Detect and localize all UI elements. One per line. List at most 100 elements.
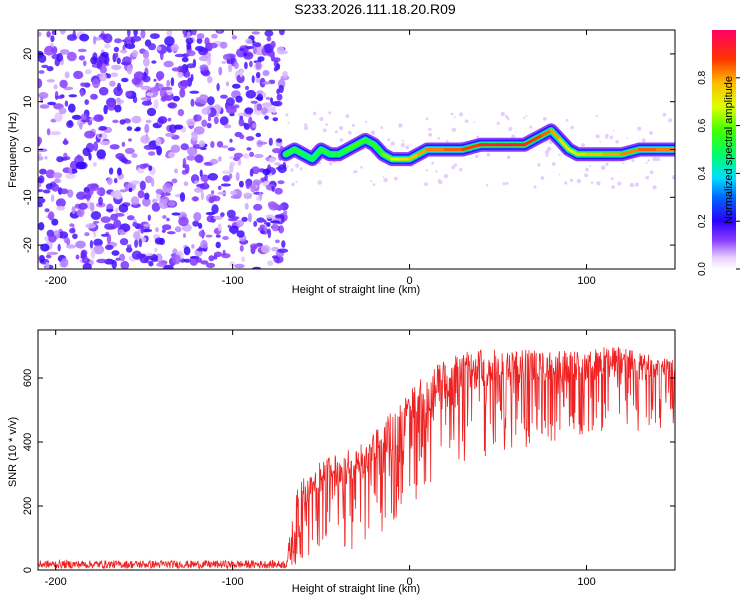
noise-blob [265, 96, 271, 100]
noise-speckle [287, 121, 290, 124]
noise-blob [114, 38, 122, 44]
noise-blob [51, 183, 60, 192]
noise-blob [131, 180, 141, 185]
ridge-segment [408, 152, 420, 161]
noise-blob [99, 140, 111, 146]
noise-blob [106, 233, 112, 244]
noise-speckle [303, 125, 309, 131]
noise-blob [249, 151, 255, 158]
ridge-segment [531, 133, 544, 142]
noise-speckle [428, 127, 432, 131]
noise-blob [191, 30, 197, 36]
noise-blob [237, 112, 245, 118]
noise-blob [241, 216, 248, 222]
noise-speckle [360, 166, 363, 169]
y-tick-label: 600 [22, 369, 34, 387]
noise-speckle [486, 152, 491, 157]
noise-speckle [398, 123, 403, 128]
noise-blob [231, 228, 237, 235]
noise-blob [90, 248, 96, 259]
colorbar-ticks: 0.0 0.2 0.4 0.6 0.8 [697, 70, 740, 276]
noise-blob [99, 72, 107, 82]
noise-blob [200, 239, 208, 250]
noise-blob [194, 180, 199, 184]
noise-blob [161, 224, 172, 231]
noise-blob [186, 63, 196, 69]
noise-blob [119, 189, 128, 193]
spectrogram-ridge-layer [278, 123, 675, 167]
noise-blob [82, 147, 91, 157]
noise-blob [99, 65, 107, 74]
noise-speckle [428, 132, 432, 137]
noise-blob [75, 240, 86, 249]
noise-blob [59, 79, 68, 89]
noise-speckle [529, 125, 533, 129]
noise-blob [96, 149, 106, 160]
noise-blob [150, 177, 155, 187]
noise-blob [38, 188, 44, 193]
noise-blob [211, 204, 219, 215]
noise-blob [90, 93, 98, 100]
noise-speckle [313, 111, 317, 116]
noise-speckle [339, 138, 344, 143]
noise-blob [131, 77, 141, 85]
noise-blob [267, 260, 274, 267]
noise-blob [38, 78, 43, 89]
noise-speckle [596, 181, 601, 186]
x-tick-label: 100 [577, 576, 595, 588]
noise-blob [245, 38, 253, 45]
noise-blob [127, 30, 131, 37]
y-tick-label: 400 [22, 433, 34, 451]
noise-blob [146, 107, 157, 117]
noise-blob [233, 263, 245, 269]
noise-blob [205, 211, 215, 216]
noise-blob [106, 208, 114, 212]
noise-speckle [351, 123, 355, 127]
noise-blob [277, 248, 289, 253]
noise-blob [84, 69, 92, 75]
noise-speckle [370, 180, 373, 183]
noise-blob [200, 260, 209, 265]
noise-blob [241, 256, 246, 263]
noise-blob [124, 147, 135, 155]
noise-blob [38, 152, 42, 157]
noise-blob [281, 240, 286, 248]
noise-blob [207, 115, 212, 122]
x-tick-label: 100 [577, 275, 595, 287]
noise-blob [39, 168, 47, 175]
noise-blob [47, 101, 56, 106]
snr-x-ticks: -200 -100 0 100 [45, 330, 596, 588]
noise-blob [239, 47, 245, 52]
noise-blob [174, 168, 178, 174]
noise-blob [139, 163, 148, 169]
colorbar: 0.0 0.2 0.4 0.6 0.8 Normalized spectral ampl… [697, 30, 740, 276]
noise-blob [131, 115, 142, 124]
noise-blob [119, 238, 129, 246]
noise-blob [218, 156, 222, 162]
noise-blob [194, 154, 204, 163]
noise-blob [203, 181, 208, 186]
noise-blob [66, 51, 77, 62]
noise-blob [244, 107, 254, 115]
noise-blob [110, 190, 117, 198]
noise-blob [186, 50, 196, 57]
spectrogram-y-axis-label: Frequency (Hz) [7, 112, 19, 188]
ridge-segment [337, 148, 350, 156]
noise-blob [282, 71, 288, 79]
noise-blob [222, 170, 232, 175]
noise-blob [100, 216, 111, 224]
noise-speckle [505, 115, 509, 119]
noise-speckle [631, 159, 635, 163]
noise-blob [96, 190, 102, 195]
noise-blob [85, 191, 91, 201]
noise-blob [97, 132, 108, 140]
noise-blob [197, 222, 203, 229]
noise-blob [163, 60, 174, 68]
noise-blob [220, 183, 231, 187]
noise-blob [245, 136, 255, 141]
noise-speckle [387, 138, 391, 142]
ridge-segment [372, 143, 385, 156]
noise-blob [66, 120, 74, 128]
noise-blob [245, 180, 251, 190]
noise-speckle [459, 168, 463, 172]
